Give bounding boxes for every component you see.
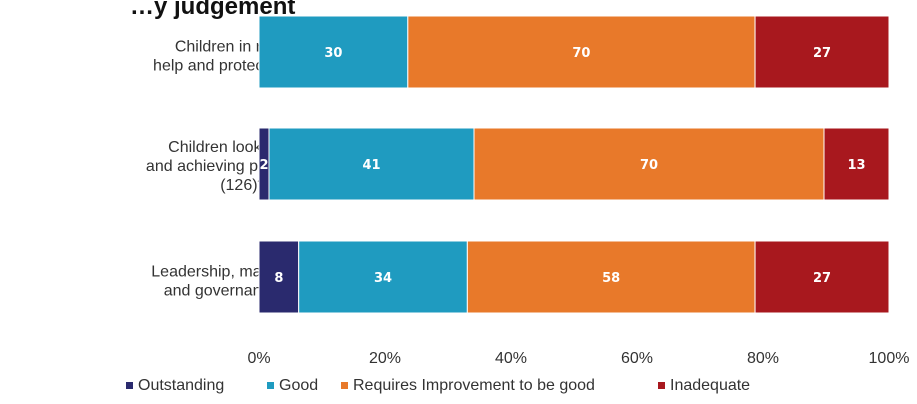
legend-label: Requires Improvement to be good	[353, 377, 595, 394]
legend-swatch	[126, 382, 133, 389]
x-tick-label: 100%	[869, 350, 910, 367]
bar-segment	[258, 15, 409, 89]
bar-value-label: 70	[572, 46, 590, 61]
bar-segment	[473, 127, 825, 201]
x-tick-label: 40%	[495, 350, 527, 367]
bar-value-label: 41	[362, 158, 380, 173]
bar-value-label: 2	[259, 158, 268, 173]
legend-swatch	[341, 382, 348, 389]
bar-segment	[258, 240, 300, 314]
bar-value-label: 27	[813, 271, 831, 286]
bar-value-label: 30	[324, 46, 342, 61]
bar-segment	[268, 127, 475, 201]
bar-segment	[407, 15, 756, 89]
x-tick-label: 80%	[747, 350, 779, 367]
bar-value-label: 58	[602, 271, 620, 286]
legend-label: Good	[279, 377, 318, 394]
x-tick-label: 0%	[247, 350, 270, 367]
bar-segment	[466, 240, 756, 314]
legend-swatch	[267, 382, 274, 389]
bar-value-label: 70	[640, 158, 658, 173]
legend-swatch	[658, 382, 665, 389]
bar-segment	[298, 240, 468, 314]
x-tick-label: 60%	[621, 350, 653, 367]
category-label: (126)*	[220, 177, 264, 194]
bar-segment	[754, 15, 890, 89]
bar-segment	[754, 240, 890, 314]
legend-label: Inadequate	[670, 377, 750, 394]
bar-value-label: 13	[847, 158, 865, 173]
bars-group: 30 70 27 2 41 70 13 8 34 58 27	[258, 15, 890, 314]
bar-value-label: 27	[813, 46, 831, 61]
chart-title: …y judgement	[130, 0, 295, 20]
bar-value-label: 8	[274, 271, 283, 286]
x-tick-labels: 0% 20% 40% 60% 80% 100%	[247, 350, 909, 367]
legend-label: Outstanding	[138, 377, 224, 394]
bar-segment	[823, 127, 890, 201]
bar-value-label: 34	[374, 271, 392, 286]
legend: Outstanding Good Requires Improvement to b…	[126, 377, 750, 394]
x-tick-label: 20%	[369, 350, 401, 367]
